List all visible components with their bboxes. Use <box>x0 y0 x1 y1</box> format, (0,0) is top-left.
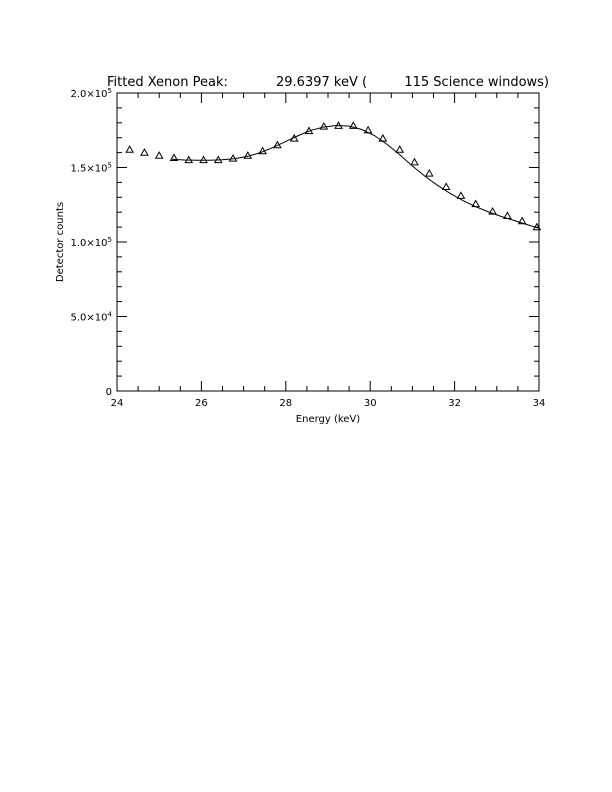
chart-title-windows: 115 Science windows) <box>404 75 549 90</box>
chart-title: Fitted Xenon Peak: <box>107 75 228 90</box>
x-axis-label: Energy (keV) <box>296 414 361 425</box>
data-point-marker <box>517 216 527 225</box>
data-point-marker <box>243 151 253 159</box>
data-point-marker <box>502 211 512 220</box>
y-tick-label: 5.0×104 <box>71 311 113 324</box>
data-point-marker <box>154 151 164 159</box>
data-point-marker <box>272 140 282 149</box>
data-point-marker <box>456 191 466 199</box>
y-tick-label: 0 <box>106 387 112 398</box>
data-point-marker <box>532 222 542 231</box>
y-tick-label: 1.5×105 <box>71 162 112 175</box>
data-point-marker <box>395 145 405 153</box>
x-tick-label: 28 <box>279 398 292 409</box>
x-tick-labels: 24 26 28 30 32 34 <box>111 398 546 409</box>
x-tick-label: 30 <box>364 398 377 409</box>
data-point-marker <box>441 182 451 190</box>
data-point-marker <box>199 155 208 164</box>
x-tick-label: 34 <box>533 398 546 409</box>
axis-ticks <box>116 92 540 392</box>
data-point-marker <box>319 122 329 130</box>
data-point-marker <box>169 153 179 161</box>
data-point-marker <box>258 146 267 155</box>
x-tick-label: 32 <box>448 398 461 409</box>
x-tick-label: 26 <box>195 398 208 409</box>
data-point-marker <box>488 206 497 215</box>
data-point-marker <box>424 168 434 177</box>
data-point-marker <box>378 133 388 142</box>
y-tick-labels: 0 5.0×104 1.0×105 1.5×105 2.0×105 <box>71 87 113 398</box>
data-point-marker <box>289 133 299 142</box>
data-point-marker <box>125 145 135 153</box>
data-point-marker <box>334 121 343 129</box>
data-point-marker <box>304 126 314 135</box>
data-point-marker <box>184 155 194 164</box>
fit-curve <box>171 124 540 229</box>
y-axis-label: Detector counts <box>55 202 66 282</box>
data-point-marker <box>140 148 149 156</box>
data-points <box>125 121 542 231</box>
y-tick-label: 2.0×105 <box>71 87 112 100</box>
plot-frame <box>116 92 540 392</box>
data-point-marker <box>471 199 481 208</box>
y-tick-label: 1.0×105 <box>71 236 112 249</box>
data-point-marker <box>228 154 238 162</box>
x-tick-label: 24 <box>111 398 124 409</box>
data-point-marker <box>410 157 419 166</box>
chart-title-energy: 29.6397 keV ( <box>276 75 367 90</box>
data-point-marker <box>363 125 373 134</box>
data-point-marker <box>213 155 223 164</box>
data-point-marker <box>348 121 358 129</box>
